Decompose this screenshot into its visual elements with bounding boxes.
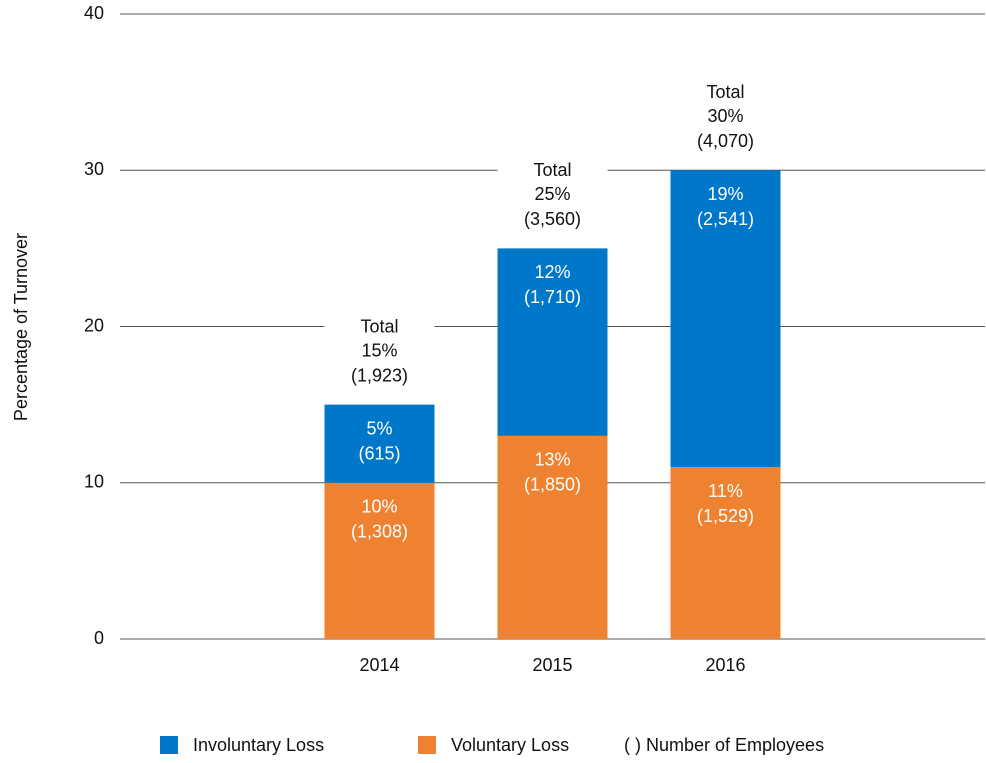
y-tick-label: 20 xyxy=(84,315,104,335)
total-value-label: 15% xyxy=(361,340,397,360)
bar-segment xyxy=(324,482,435,639)
segment-employee-label: (1,529) xyxy=(697,506,754,526)
y-tick-label: 40 xyxy=(84,3,104,23)
y-tick-label: 30 xyxy=(84,159,104,179)
segment-employee-label: (1,308) xyxy=(351,522,408,542)
segment-value-label: 10% xyxy=(361,497,397,517)
total-title: Total xyxy=(706,82,744,102)
segment-value-label: 13% xyxy=(534,450,570,470)
total-employee-label: (1,923) xyxy=(351,365,408,385)
total-value-label: 25% xyxy=(534,184,570,204)
total-title: Total xyxy=(360,316,398,336)
legend-swatch xyxy=(160,736,178,754)
bar-segment xyxy=(497,248,608,436)
bar-segment xyxy=(324,404,435,483)
legend-label: Involuntary Loss xyxy=(193,735,324,755)
total-title: Total xyxy=(533,160,571,180)
total-label-bg xyxy=(497,156,608,247)
segment-employee-label: (1,850) xyxy=(524,475,581,495)
total-label-bg xyxy=(670,78,781,169)
segment-employee-label: (2,541) xyxy=(697,209,754,229)
y-tick-label: 0 xyxy=(94,628,104,648)
y-tick-label: 10 xyxy=(84,472,104,492)
segment-value-label: 11% xyxy=(708,481,743,501)
y-axis-label: Percentage of Turnover xyxy=(11,233,31,421)
bar-segment xyxy=(670,467,781,639)
segment-value-label: 19% xyxy=(707,184,743,204)
legend-swatch xyxy=(418,736,436,754)
bar-segment xyxy=(670,170,781,468)
bar-segment xyxy=(497,435,608,639)
segment-employee-label: (615) xyxy=(358,443,400,463)
legend-note: ( ) Number of Employees xyxy=(624,735,824,755)
x-tick-label: 2014 xyxy=(359,655,399,675)
segment-value-label: 5% xyxy=(366,418,392,438)
segment-employee-label: (1,710) xyxy=(524,287,581,307)
legend-label: Voluntary Loss xyxy=(451,735,569,755)
total-employee-label: (4,070) xyxy=(697,131,754,151)
segment-value-label: 12% xyxy=(534,262,570,282)
total-employee-label: (3,560) xyxy=(524,209,581,229)
x-tick-label: 2016 xyxy=(705,655,745,675)
total-label-bg xyxy=(324,312,435,403)
total-value-label: 30% xyxy=(707,106,743,126)
x-tick-label: 2015 xyxy=(532,655,572,675)
